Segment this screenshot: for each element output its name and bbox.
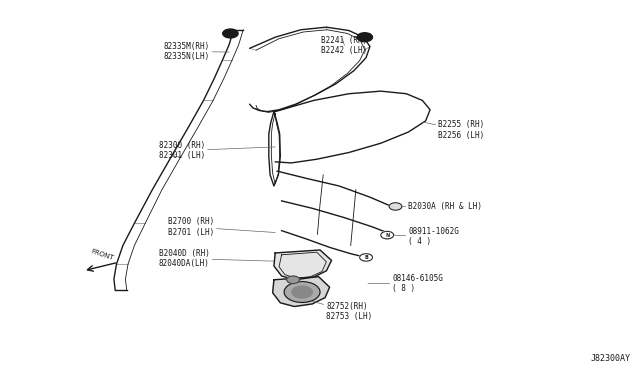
Circle shape xyxy=(223,29,238,38)
Polygon shape xyxy=(274,250,332,280)
Circle shape xyxy=(284,282,320,302)
Text: B: B xyxy=(364,255,368,260)
Text: B2040D (RH)
82040DA(LH): B2040D (RH) 82040DA(LH) xyxy=(159,249,274,268)
Text: B2241 (RH)
B2242 (LH): B2241 (RH) B2242 (LH) xyxy=(321,36,367,55)
Circle shape xyxy=(287,276,300,283)
Circle shape xyxy=(292,286,312,298)
Text: FRONT: FRONT xyxy=(90,248,115,261)
Circle shape xyxy=(357,33,372,42)
Text: B2700 (RH)
B2701 (LH): B2700 (RH) B2701 (LH) xyxy=(168,217,275,237)
Text: 82300 (RH)
82301 (LH): 82300 (RH) 82301 (LH) xyxy=(159,141,275,160)
Circle shape xyxy=(360,254,372,261)
Text: N: N xyxy=(385,232,389,238)
Text: 82752(RH)
82753 (LH): 82752(RH) 82753 (LH) xyxy=(300,298,372,321)
Circle shape xyxy=(381,231,394,239)
Text: B2030A (RH & LH): B2030A (RH & LH) xyxy=(396,202,483,211)
Circle shape xyxy=(389,203,402,210)
Polygon shape xyxy=(273,277,330,307)
Text: 08146-6105G
( 8 ): 08146-6105G ( 8 ) xyxy=(368,274,443,293)
Text: B2255 (RH)
B2256 (LH): B2255 (RH) B2256 (LH) xyxy=(422,121,484,140)
Text: J82300AY: J82300AY xyxy=(590,354,630,363)
Circle shape xyxy=(381,231,394,239)
Circle shape xyxy=(360,254,372,261)
Text: 08911-1062G
( 4 ): 08911-1062G ( 4 ) xyxy=(389,227,459,246)
Text: 82335M(RH)
82335N(LH): 82335M(RH) 82335N(LH) xyxy=(163,42,229,61)
